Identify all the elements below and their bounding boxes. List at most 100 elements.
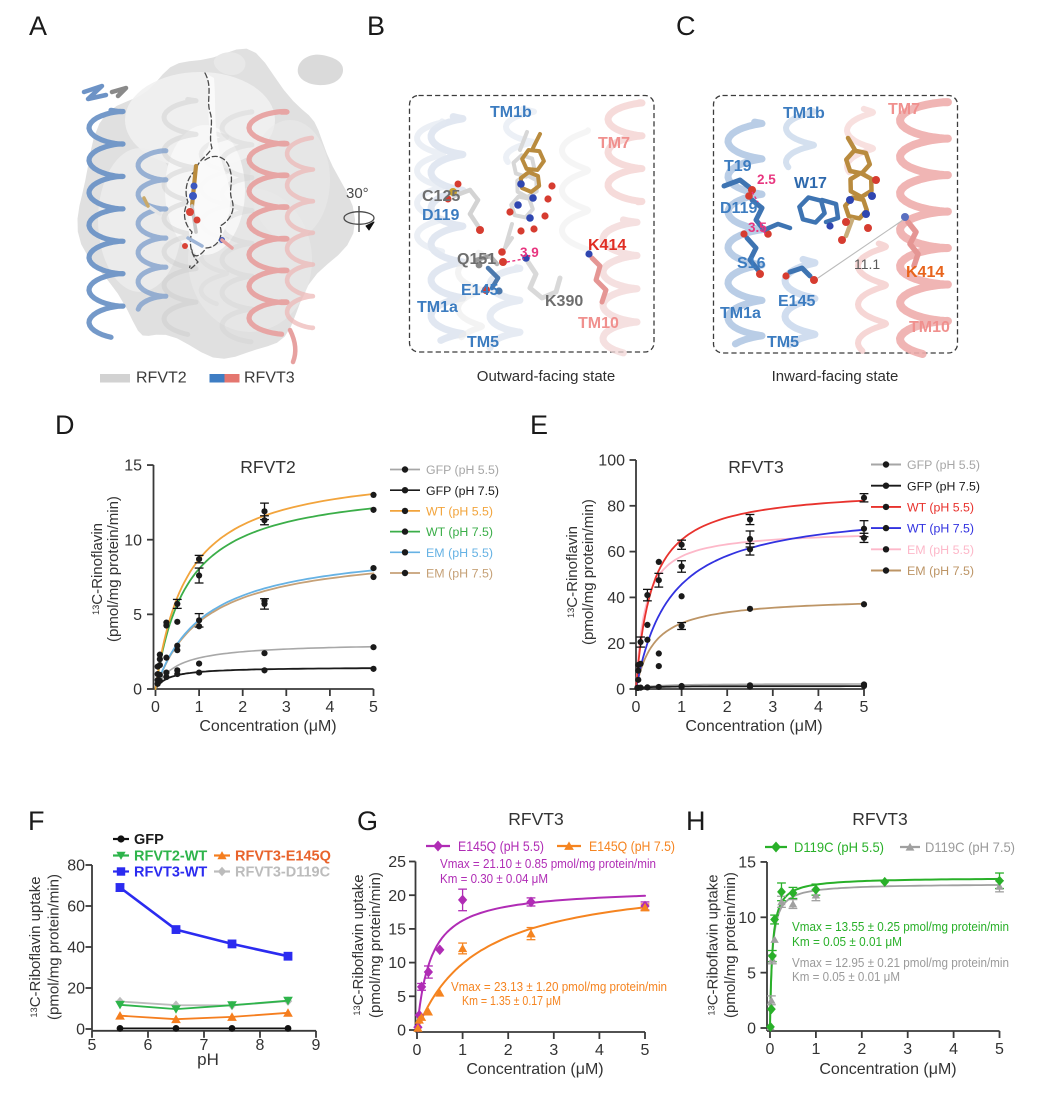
svg-text:EM (pH 7.5): EM (pH 7.5)	[426, 567, 493, 581]
svg-text:GFP (pH 5.5): GFP (pH 5.5)	[907, 458, 980, 472]
svg-text:(pmol/mg protein/min): (pmol/mg protein/min)	[580, 499, 597, 645]
svg-text:13C-Riboflavin uptake: 13C-Riboflavin uptake	[705, 874, 722, 1015]
svg-text:0: 0	[632, 699, 641, 716]
svg-text:2: 2	[238, 699, 247, 716]
svg-text:2: 2	[857, 1041, 866, 1058]
svg-text:TM1b: TM1b	[490, 104, 532, 121]
svg-text:RFVT3: RFVT3	[244, 370, 295, 387]
svg-text:5: 5	[369, 699, 378, 716]
svg-text:B: B	[367, 11, 385, 41]
svg-text:0: 0	[76, 1022, 85, 1039]
svg-text:E145: E145	[461, 282, 498, 299]
svg-text:5: 5	[88, 1037, 97, 1054]
svg-text:D: D	[55, 410, 75, 440]
svg-text:3: 3	[903, 1041, 912, 1058]
svg-text:E: E	[530, 410, 548, 440]
svg-text:TM7: TM7	[598, 135, 630, 152]
svg-text:C125: C125	[422, 188, 460, 205]
svg-text:F: F	[28, 806, 45, 836]
svg-text:0: 0	[766, 1041, 775, 1058]
svg-text:Vmax = 12.95 ± 0.21 pmol/mg pr: Vmax = 12.95 ± 0.21 pmol/mg protein/min	[792, 955, 1009, 970]
svg-text:3: 3	[768, 699, 777, 716]
svg-text:K414: K414	[588, 237, 626, 254]
svg-text:0: 0	[413, 1042, 422, 1059]
svg-text:0: 0	[747, 1021, 756, 1038]
svg-text:Km = 1.35 ± 0.17 μM: Km = 1.35 ± 0.17 μM	[462, 993, 561, 1008]
svg-text:25: 25	[388, 854, 406, 871]
svg-text:2: 2	[723, 699, 732, 716]
svg-text:20: 20	[607, 636, 625, 653]
svg-text:TM10: TM10	[909, 319, 950, 336]
svg-text:15: 15	[738, 855, 756, 872]
svg-text:3: 3	[282, 699, 291, 716]
svg-text:8: 8	[256, 1037, 265, 1054]
svg-text:Concentration (μM): Concentration (μM)	[819, 1061, 956, 1078]
svg-text:80: 80	[607, 498, 625, 515]
svg-text:40: 40	[607, 590, 625, 607]
svg-text:Km = 0.30 ± 0.04 μM: Km = 0.30 ± 0.04 μM	[440, 871, 548, 886]
svg-text:80: 80	[67, 858, 85, 875]
svg-text:0: 0	[151, 699, 160, 716]
svg-text:Concentration (μM): Concentration (μM)	[685, 718, 822, 735]
svg-text:H: H	[686, 806, 706, 836]
svg-text:60: 60	[67, 899, 85, 916]
svg-text:RFVT3: RFVT3	[728, 457, 783, 477]
svg-text:5: 5	[860, 699, 869, 716]
svg-text:0: 0	[616, 682, 625, 699]
svg-text:RFVT2: RFVT2	[240, 457, 295, 477]
svg-text:3: 3	[549, 1042, 558, 1059]
svg-text:4: 4	[949, 1041, 958, 1058]
svg-text:60: 60	[607, 544, 625, 561]
svg-text:K414: K414	[906, 264, 944, 281]
svg-text:TM5: TM5	[767, 334, 799, 351]
svg-text:Vmax = 23.13 ± 1.20 pmol/mg pr: Vmax = 23.13 ± 1.20 pmol/mg protein/min	[451, 979, 667, 994]
svg-text:5: 5	[641, 1042, 650, 1059]
svg-text:GFP (pH 7.5): GFP (pH 7.5)	[426, 484, 499, 498]
svg-text:TM5: TM5	[467, 334, 499, 351]
svg-text:RFVT3-WT: RFVT3-WT	[134, 865, 207, 881]
svg-text:RFVT3-E145Q: RFVT3-E145Q	[235, 849, 331, 865]
svg-text:11.1: 11.1	[854, 256, 880, 272]
svg-text:13C-Riboflavin uptake: 13C-Riboflavin uptake	[27, 876, 44, 1017]
svg-text:3.5: 3.5	[748, 220, 767, 235]
svg-text:2: 2	[504, 1042, 513, 1059]
svg-text:30°: 30°	[346, 185, 369, 202]
svg-text:GFP (pH 5.5): GFP (pH 5.5)	[426, 463, 499, 477]
svg-text:20: 20	[388, 888, 406, 905]
svg-text:4: 4	[325, 699, 334, 716]
svg-text:EM (pH 5.5): EM (pH 5.5)	[426, 546, 493, 560]
svg-text:T19: T19	[724, 158, 752, 175]
svg-text:C: C	[676, 11, 696, 41]
svg-text:E145Q (pH 5.5): E145Q (pH 5.5)	[458, 839, 544, 854]
svg-text:(pmol/mg protein/min): (pmol/mg protein/min)	[367, 872, 384, 1018]
svg-text:3.9: 3.9	[520, 245, 539, 260]
svg-text:W17: W17	[794, 175, 827, 192]
svg-text:Outward-facing state: Outward-facing state	[477, 368, 615, 385]
svg-text:4: 4	[814, 699, 823, 716]
svg-text:TM7: TM7	[888, 101, 920, 118]
svg-text:10: 10	[124, 532, 142, 549]
svg-text:6: 6	[144, 1037, 153, 1054]
svg-text:D119: D119	[720, 200, 757, 217]
svg-text:Concentration (μM): Concentration (μM)	[466, 1061, 603, 1078]
svg-text:E145Q (pH 7.5): E145Q (pH 7.5)	[589, 839, 675, 854]
svg-text:TM10: TM10	[578, 315, 619, 332]
svg-text:0: 0	[133, 682, 142, 699]
svg-text:9: 9	[312, 1037, 321, 1054]
svg-text:13C-Rinoflavin: 13C-Rinoflavin	[564, 526, 581, 618]
svg-text:D119: D119	[422, 207, 459, 224]
svg-text:5: 5	[397, 989, 406, 1006]
svg-text:10: 10	[738, 910, 756, 927]
svg-text:Km = 0.05 ± 0.01 μM: Km = 0.05 ± 0.01 μM	[792, 969, 900, 984]
svg-text:D119C (pH 7.5): D119C (pH 7.5)	[925, 840, 1015, 855]
svg-text:2.5: 2.5	[757, 172, 776, 187]
svg-text:1: 1	[458, 1042, 467, 1059]
svg-text:Vmax = 13.55 ± 0.25 pmol/mg pr: Vmax = 13.55 ± 0.25 pmol/mg protein/min	[792, 919, 1009, 934]
svg-text:20: 20	[67, 981, 85, 998]
svg-text:RFVT3-D119C: RFVT3-D119C	[235, 865, 331, 881]
svg-text:A: A	[29, 11, 47, 41]
svg-text:EM (pH 5.5): EM (pH 5.5)	[907, 543, 974, 557]
svg-text:7: 7	[200, 1037, 209, 1054]
svg-text:5: 5	[747, 965, 756, 982]
svg-text:EM (pH 7.5): EM (pH 7.5)	[907, 564, 974, 578]
